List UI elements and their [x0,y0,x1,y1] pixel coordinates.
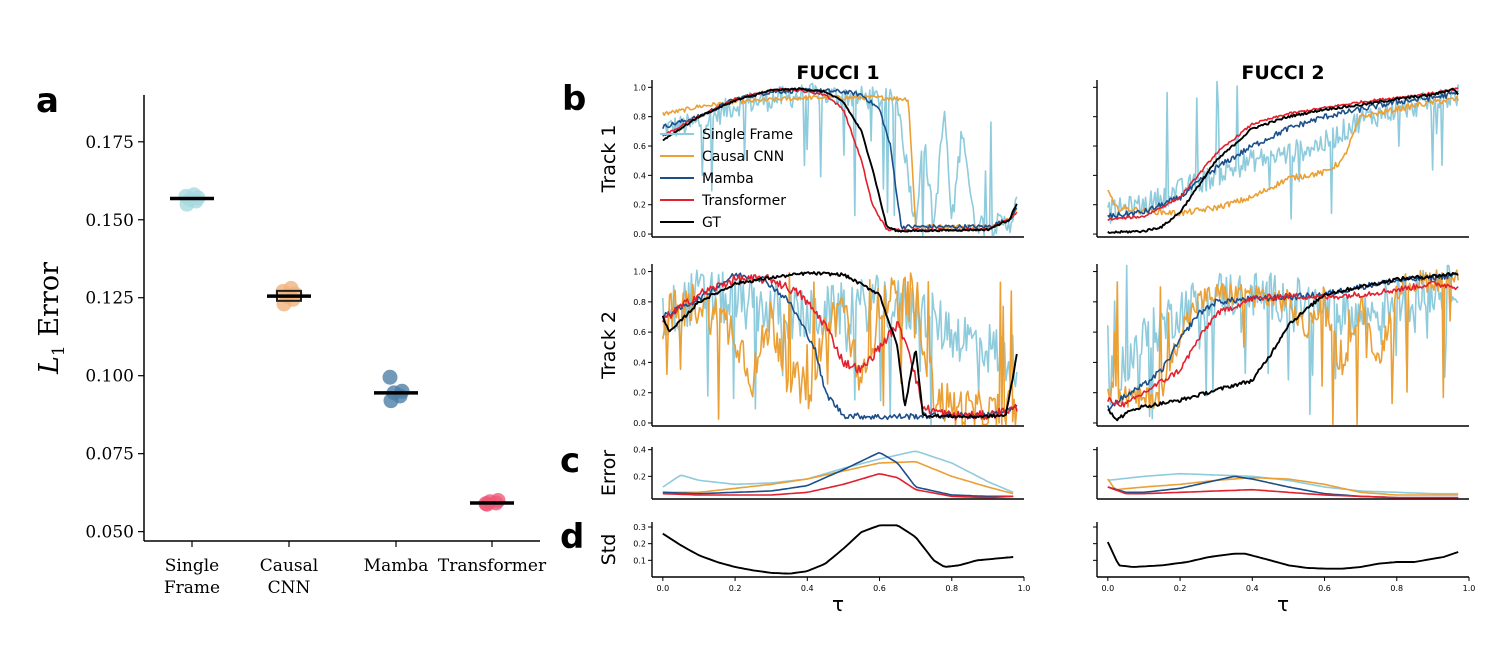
d_std_fucci1-ytick-label: 0.2 [633,540,646,549]
panel-d_std_fucci2: 0.0 0.2 0.4 0.6 0.8 1.0 τ [1093,522,1475,616]
b_track2_fucci1-series-transformer [662,273,1018,421]
b_track2_fucci2-series-transformer [1107,280,1459,408]
d_std_fucci1-xtick-label: 0.8 [945,584,958,593]
b_track1_fucci1-ytick-label: 0.2 [633,201,646,210]
b_track2_fucci1-ytick-label: 0.0 [633,419,646,428]
c_error_fucci1-series-causal_cnn [662,460,1014,495]
d_std_fucci2-xtick-label: 0.6 [1318,584,1331,593]
b_track2_fucci1-ytick-label: 1.0 [633,268,646,277]
d_std_fucci2-series-gt [1106,541,1459,570]
d_std_fucci2-xtick-label: 0.0 [1101,584,1114,593]
panel-letter-a: a [36,81,59,121]
b_track2_fucci1-ytick-label: 0.6 [633,328,646,337]
c_error_fucci1-series-single_frame [662,450,1014,494]
b_track1_fucci1-ytick-label: 0.4 [633,171,646,180]
legend-label-gt: GT [702,215,721,231]
b_track1_fucci1-title: FUCCI 1 [796,62,879,84]
panel-letter-c: c [560,441,580,481]
panel-c_error_fucci2 [1093,447,1469,500]
b_track1_fucci1-ytick-label: 0.0 [633,230,646,239]
c_error_fucci1-ytick-label: 0.4 [633,446,646,455]
d_std_fucci1-xtick-label: 0.4 [801,584,814,593]
legend-label-mamba: Mamba [702,171,754,187]
d_std_fucci1-xtick-label: 1.0 [1018,584,1031,593]
b_track1_fucci2-series-causal_cnn [1107,96,1459,217]
panel-a-ytick-label: 0.175 [85,133,134,153]
d_std_fucci2-xlabel: τ [1277,592,1289,616]
d_std_fucci1-xtick-label: 0.0 [656,584,669,593]
panel-b_track1_fucci2: FUCCI 2 [1093,62,1469,238]
panel-c_error_fucci1: 0.2 0.4 Error [598,446,1024,500]
panel-a-xtick-label-line2: Frame [164,578,220,598]
d_std_fucci1-xtick-label: 0.6 [873,584,886,593]
c_error_fucci2-series-single_frame [1107,472,1459,495]
panel-a-xtick-label: Mamba [364,556,429,576]
d_std_fucci1-ytick-label: 0.3 [633,523,646,532]
d_std_fucci1-xtick-label: 0.2 [729,584,742,593]
panel-a-ytick-label: 0.050 [85,523,134,543]
panel-letter-b: b [562,79,586,119]
c_error_fucci1-ylabel: Error [598,450,620,497]
b_track1_fucci1-ylabel: Track 1 [598,125,620,194]
panel-a-ytick-label: 0.125 [85,289,134,309]
b_track2_fucci1-ytick-label: 0.8 [633,298,646,307]
panel-letter-d: d [560,517,584,557]
b_track1_fucci1-ytick-label: 0.8 [633,113,646,122]
panel-a-xtick-label-line2: CNN [268,578,311,598]
d_std_fucci2-xtick-label: 0.8 [1390,584,1403,593]
d_std_fucci2-xtick-label: 1.0 [1463,584,1476,593]
panel-b_track2_fucci2 [1093,264,1469,427]
panel-d_std_fucci1: 0.1 0.2 0.3 0.0 0.2 0.4 0.6 0.8 1.0 τ Std [598,522,1030,616]
b_track1_fucci1-series-mamba [662,87,1018,230]
d_std_fucci1-series-gt [662,524,1014,575]
c_error_fucci2-series-transformer [1107,486,1459,499]
b_track2_fucci1-ytick-label: 0.4 [633,358,646,367]
panel-a-xtick-label: Single [165,556,219,576]
legend-label-causal_cnn: Causal CNN [702,149,784,165]
b_track1_fucci2-series-single_frame [1107,80,1459,224]
b_track2_fucci2-series-single_frame [1107,264,1459,420]
panel-b_track1_fucci1: 0.0 0.2 0.4 0.6 0.8 1.0 FUCCI 1 Track 1 Single F… [598,62,1024,239]
panel-a-point [283,280,299,296]
b_track1_fucci2-title: FUCCI 2 [1241,62,1324,84]
b_track2_fucci1-ytick-label: 0.2 [633,389,646,398]
b_track1_fucci2-series-gt [1107,87,1459,234]
panel-a-ytick-label: 0.100 [85,367,134,387]
panel-a: 0.050 0.075 0.100 0.125 0.150 0.175 L1 Error Si… [34,95,547,598]
c_error_fucci2-series-causal_cnn [1107,476,1459,496]
panel-a-ytick-label: 0.150 [85,211,134,231]
c_error_fucci1-ytick-label: 0.2 [633,472,646,481]
b_track2_fucci2-series-gt [1107,271,1459,422]
panel-a-point [382,369,398,385]
panel-a-xtick-label: Transformer [438,556,547,576]
d_std_fucci2-xtick-label: 0.2 [1174,584,1187,593]
b_track2_fucci1-series-single_frame [662,269,1018,426]
b_track2_fucci1-ylabel: Track 2 [598,311,620,380]
d_std_fucci2-xtick-label: 0.4 [1246,584,1259,593]
b_track2_fucci1-series-causal_cnn [662,271,1018,426]
b_track1_fucci2-series-mamba [1107,91,1459,219]
legend-label-single_frame: Single Frame [702,127,793,143]
b_track2_fucci1-series-gt [661,271,1018,419]
panel-a-ylabel: L1 Error [34,262,69,375]
panel-b_track2_fucci1: 0.0 0.2 0.4 0.6 0.8 1.0 Track 2 [598,264,1024,428]
c_error_fucci1-series-mamba [662,451,1014,498]
panel-a-xtick-label: Causal [260,556,318,576]
c_error_fucci1-series-transformer [662,473,1014,499]
d_std_fucci1-xlabel: τ [832,592,844,616]
b_track1_fucci1-ytick-label: 1.0 [633,83,646,92]
d_std_fucci1-ylabel: Std [598,534,620,566]
legend-label-transformer: Transformer [701,193,786,209]
panel-a-ytick-label: 0.075 [85,445,134,465]
b_track1_fucci1-ytick-label: 0.6 [633,142,646,151]
d_std_fucci1-ytick-label: 0.1 [633,556,646,565]
b_track1_fucci1-series-gt [662,87,1018,233]
